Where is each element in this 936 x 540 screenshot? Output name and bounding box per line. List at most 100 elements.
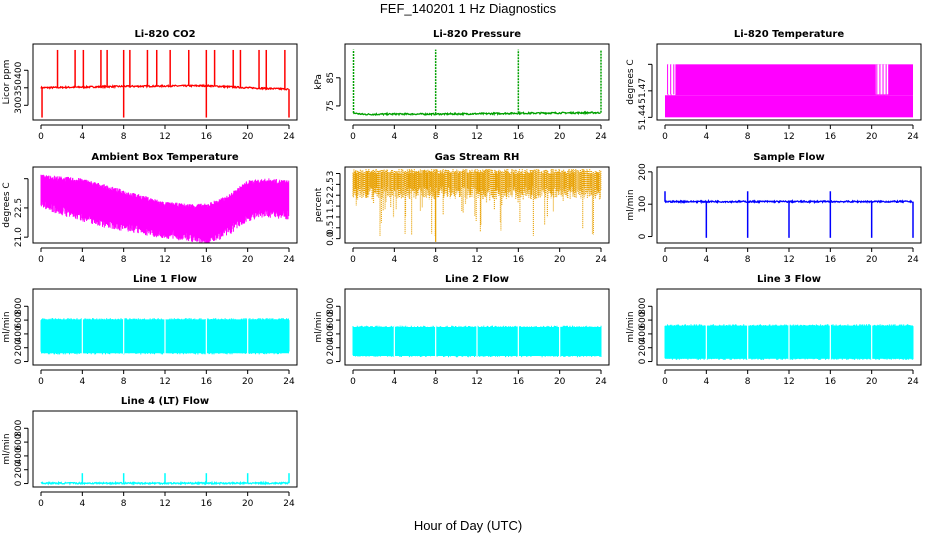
- x-axis: 0 4 8 12 16 20 24: [350, 124, 607, 142]
- x-tick-label: 8: [433, 255, 439, 265]
- x-axis: 0 4 8 12 16 20 24: [38, 491, 295, 509]
- x-tick-label: 24: [595, 132, 607, 142]
- series-line: [40, 83, 289, 91]
- y-tick-label: 1.5: [326, 199, 336, 213]
- series-gap: [665, 64, 676, 95]
- x-tick-label: 24: [283, 132, 295, 142]
- x-tick-label: 24: [283, 499, 295, 509]
- series-marks: [40, 49, 290, 118]
- x-tick-label: 16: [825, 255, 837, 265]
- y-axis: 21.0 22.5: [14, 178, 29, 247]
- x-tick-label: 8: [121, 255, 127, 265]
- chart-panel: Ambient Box Temperature degrees C 0 4 8 12 16 2…: [2, 152, 298, 265]
- chart-panel: Li-820 Temperature degrees C 0 4 8 12 16 20 24 51…: [626, 29, 922, 142]
- y-tick-label: 2: [326, 192, 336, 198]
- x-tick-label: 16: [513, 132, 525, 142]
- x-tick-label: 20: [866, 255, 878, 265]
- x-tick-label: 0: [38, 499, 44, 509]
- chart-panel: Line 1 Flow ml/min 0 4 8 12 16 20 24 0 20040060080…: [2, 274, 298, 387]
- series-band-low: [665, 95, 913, 118]
- y-tick-label: 600: [14, 311, 24, 328]
- series-points: [352, 169, 602, 237]
- x-tick-label: 16: [513, 255, 525, 265]
- series-line: [664, 199, 913, 205]
- x-tick-label: 20: [554, 255, 566, 265]
- y-tick-label: 200: [638, 163, 648, 180]
- plot-frame: [32, 166, 298, 244]
- x-tick-label: 8: [433, 377, 439, 387]
- x-tick-label: 4: [79, 255, 85, 265]
- plot-frame: [344, 288, 610, 366]
- x-tick-label: 0: [38, 255, 44, 265]
- y-tick-label: 3: [326, 171, 336, 177]
- y-tick-label: 800: [14, 297, 24, 314]
- y-tick-label: 800: [638, 297, 648, 314]
- x-tick-label: 0: [662, 377, 668, 387]
- x-tick-label: 0: [38, 377, 44, 387]
- x-tick-label: 8: [745, 255, 751, 265]
- panel-title: Line 1 Flow: [133, 274, 197, 285]
- x-tick-label: 16: [825, 377, 837, 387]
- plot-frame: [656, 288, 922, 366]
- y-tick-label: 200: [14, 339, 24, 356]
- x-tick-label: 12: [783, 377, 794, 387]
- chart-panel: Line 2 Flow ml/min 0 4 8 12 16 20 24 0 20040060080…: [314, 274, 610, 387]
- y-tick-label: 85: [326, 72, 336, 83]
- y-axis-label: degrees C: [626, 59, 636, 104]
- y-tick-label: 0.0: [326, 231, 336, 246]
- x-axis: 0 4 8 12 16 20 24: [662, 247, 919, 265]
- x-tick-label: 12: [159, 377, 170, 387]
- x-tick-label: 24: [907, 377, 919, 387]
- y-tick-label: 51.44: [638, 104, 648, 130]
- y-axis-label: ml/min: [626, 189, 636, 220]
- y-tick-label: 300: [14, 96, 24, 113]
- chart-panel: Li-820 Pressure kPa 0 4 8 12 16 20 24 75 85: [314, 29, 610, 142]
- y-tick-label: 400: [14, 61, 24, 78]
- x-tick-label: 4: [703, 132, 709, 142]
- x-tick-label: 16: [513, 377, 525, 387]
- plot-frame: [32, 43, 298, 121]
- series-marks: [40, 174, 290, 243]
- series-marks: [352, 49, 602, 117]
- x-tick-label: 0: [350, 132, 356, 142]
- y-axis-label: ml/min: [314, 311, 324, 342]
- x-tick-label: 8: [433, 132, 439, 142]
- x-tick-label: 8: [745, 377, 751, 387]
- x-tick-label: 24: [283, 255, 295, 265]
- y-axis-label: kPa: [314, 74, 324, 90]
- series-marks: [352, 169, 602, 242]
- series-trace: [40, 174, 290, 243]
- y-tick-label: 0.5: [326, 221, 336, 235]
- chart-panel: Line 4 (LT) Flow ml/min 0 4 8 12 16 20 24 0 200400…: [2, 396, 298, 509]
- x-tick-label: 0: [38, 132, 44, 142]
- x-tick-label: 12: [783, 255, 794, 265]
- y-axis-label: Licor ppm: [2, 60, 12, 105]
- x-tick-label: 12: [471, 255, 482, 265]
- y-tick-label: 22.5: [14, 198, 24, 218]
- series-marks: [665, 64, 913, 118]
- y-tick-label: 2.5: [326, 177, 336, 191]
- y-tick-label: 200: [14, 461, 24, 478]
- y-tick-label: 800: [326, 297, 336, 314]
- panel-title: Line 4 (LT) Flow: [121, 396, 209, 407]
- x-tick-label: 8: [121, 132, 127, 142]
- y-tick-label: 51.47: [638, 78, 648, 104]
- series-marks: [664, 191, 914, 238]
- x-tick-label: 4: [391, 132, 397, 142]
- y-tick-label: 400: [14, 447, 24, 464]
- y-tick-label: 200: [326, 339, 336, 356]
- x-tick-label: 16: [201, 255, 213, 265]
- x-tick-label: 12: [471, 132, 482, 142]
- x-axis: 0 4 8 12 16 20 24: [38, 124, 295, 142]
- y-axis: 0.00.511.522.53: [326, 171, 341, 246]
- x-tick-label: 8: [121, 499, 127, 509]
- plot-frame: [344, 43, 610, 121]
- x-tick-label: 12: [159, 132, 170, 142]
- x-tick-label: 4: [79, 377, 85, 387]
- panel-title: Sample Flow: [753, 152, 825, 163]
- y-axis-label: ml/min: [2, 311, 12, 342]
